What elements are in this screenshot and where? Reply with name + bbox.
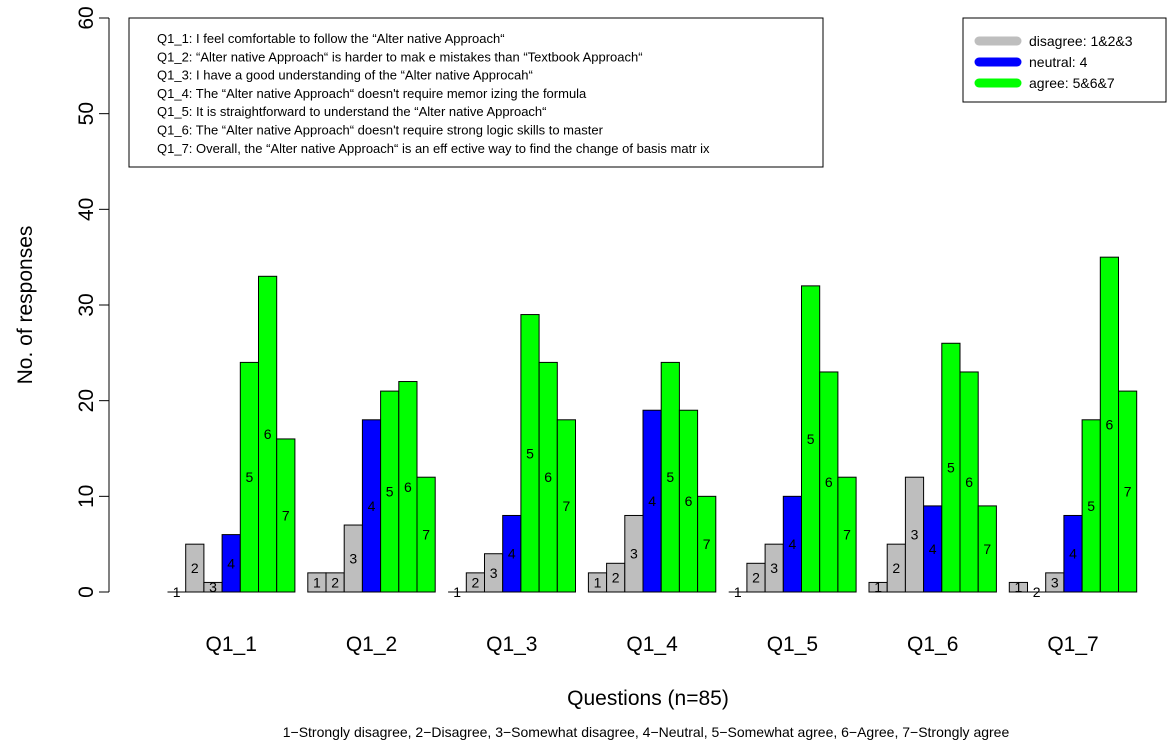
x-axis-title: Questions (n=85) (567, 687, 729, 710)
x-axis-tick-labels: Q1_1 Q1_2 Q1_3 Q1_4 Q1_5 Q1_6 Q1_7 (206, 633, 1099, 656)
bar-label: 6 (404, 479, 412, 495)
bar-label: 1 (313, 574, 321, 590)
question-legend-item: Q1_3: I have a good understanding of the… (157, 68, 533, 83)
question-legend-item: Q1_5: It is straightforward to understan… (157, 104, 547, 119)
bar-label: 5 (246, 469, 254, 485)
x-tick-label: Q1_3 (486, 633, 537, 656)
y-tick-label: 40 (75, 198, 98, 221)
bar-label: 3 (490, 565, 498, 581)
legend-label-agree: agree: 5&6&7 (1029, 75, 1115, 91)
bar-label: 1 (594, 574, 602, 590)
x-tick-label: Q1_6 (907, 633, 958, 656)
bar-Q1_5-7 (837, 476, 857, 593)
y-tick-label: 60 (75, 6, 98, 29)
bar-label: 1 (734, 584, 742, 600)
bar-Q1_3-7 (556, 419, 576, 593)
bar-label: 5 (1087, 498, 1095, 514)
bar-label: 7 (282, 507, 290, 523)
y-tick-label: 20 (75, 389, 98, 412)
bar-label: 6 (825, 474, 833, 490)
y-tick-label: 0 (75, 586, 98, 598)
bar-label: 2 (892, 560, 900, 576)
bar-Q1_7-1 (1008, 581, 1028, 593)
bar-label: 3 (349, 551, 357, 567)
bar-label: 4 (929, 541, 937, 557)
bar-Q1_1-7 (276, 438, 296, 593)
bar-label: 4 (368, 498, 376, 514)
bar-Q1_4-7 (697, 495, 717, 593)
bar-label: 1 (453, 584, 461, 600)
bar-label: 7 (1124, 484, 1132, 500)
question-legend-item: Q1_6: The “Alter native Approach“ doesn'… (157, 123, 604, 138)
bar-label: 7 (843, 527, 851, 543)
bar-label: 7 (422, 527, 430, 543)
bar-label: 2 (612, 570, 620, 586)
question-legend-item: Q1_7: Overall, the “Alter native Approac… (157, 141, 710, 156)
bar-Q1_6-6 (959, 371, 979, 593)
bar-label: 6 (965, 474, 973, 490)
bar-label: 7 (563, 498, 571, 514)
bar-Q1_1-2 (185, 543, 205, 593)
x-tick-label: Q1_7 (1047, 633, 1098, 656)
question-legend-box (128, 17, 824, 168)
bar-label: 3 (1051, 574, 1059, 590)
bar-label: 4 (648, 493, 656, 509)
bar-label: 5 (807, 431, 815, 447)
x-tick-label: Q1_1 (206, 633, 257, 656)
y-tick-label: 10 (75, 485, 98, 508)
y-axis-title: No. of responses (14, 226, 37, 385)
bar-label: 4 (1069, 546, 1077, 562)
bar-label: 1 (874, 579, 882, 595)
question-legend-item: Q1_2: “Alter native Approach“ is harder … (157, 49, 643, 64)
bar-label: 5 (386, 484, 394, 500)
bar-Q1_6-7 (977, 505, 997, 593)
bar-label: 3 (209, 579, 217, 595)
bar-Q1_7-7 (1118, 390, 1138, 593)
chart-caption: 1−Strongly disagree, 2−Disagree, 3−Somew… (283, 724, 1010, 740)
bar-label: 2 (1033, 584, 1041, 600)
bar-label: 7 (983, 541, 991, 557)
bar-label: 5 (526, 445, 534, 461)
y-tick-label: 50 (75, 102, 98, 125)
bar-label: 2 (331, 574, 339, 590)
x-tick-label: Q1_5 (767, 633, 818, 656)
x-tick-label: Q1_4 (626, 633, 678, 656)
legend-label-neutral: neutral: 4 (1029, 54, 1088, 70)
bar-label: 1 (1015, 579, 1023, 595)
bar-label: 5 (666, 469, 674, 485)
bar-label: 2 (191, 560, 199, 576)
bar-label: 4 (508, 546, 516, 562)
bar-label: 7 (703, 536, 711, 552)
bar-label: 2 (752, 570, 760, 586)
bar-label: 4 (227, 555, 235, 571)
bar-Q1_2-7 (416, 476, 436, 593)
question-legend: Q1_1: I feel comfortable to follow the “… (128, 17, 824, 168)
question-legend-item: Q1_4: The “Alter native Approach“ doesn'… (157, 86, 587, 101)
bar-label: 6 (685, 493, 693, 509)
bar-Q1_1-6 (258, 275, 278, 593)
bar-label: 3 (770, 560, 778, 576)
bar-label: 6 (1106, 417, 1114, 433)
bar-label: 4 (789, 536, 797, 552)
bar-label: 6 (544, 469, 552, 485)
bar-label: 1 (173, 584, 181, 600)
y-tick-label: 30 (75, 293, 98, 316)
bars (167, 256, 1138, 593)
x-tick-label: Q1_2 (346, 633, 397, 656)
y-axis: 0 10 20 30 40 50 60 (75, 6, 110, 598)
bar-label: 5 (947, 460, 955, 476)
bar-label: 3 (911, 527, 919, 543)
question-legend-item: Q1_1: I feel comfortable to follow the “… (157, 31, 505, 46)
legend-label-disagree: disagree: 1&2&3 (1029, 33, 1133, 49)
group-legend: disagree: 1&2&3 neutral: 4 agree: 5&6&7 (962, 17, 1167, 103)
bar-label: 6 (264, 426, 272, 442)
bar-label: 3 (630, 546, 638, 562)
bar-label: 2 (472, 574, 480, 590)
